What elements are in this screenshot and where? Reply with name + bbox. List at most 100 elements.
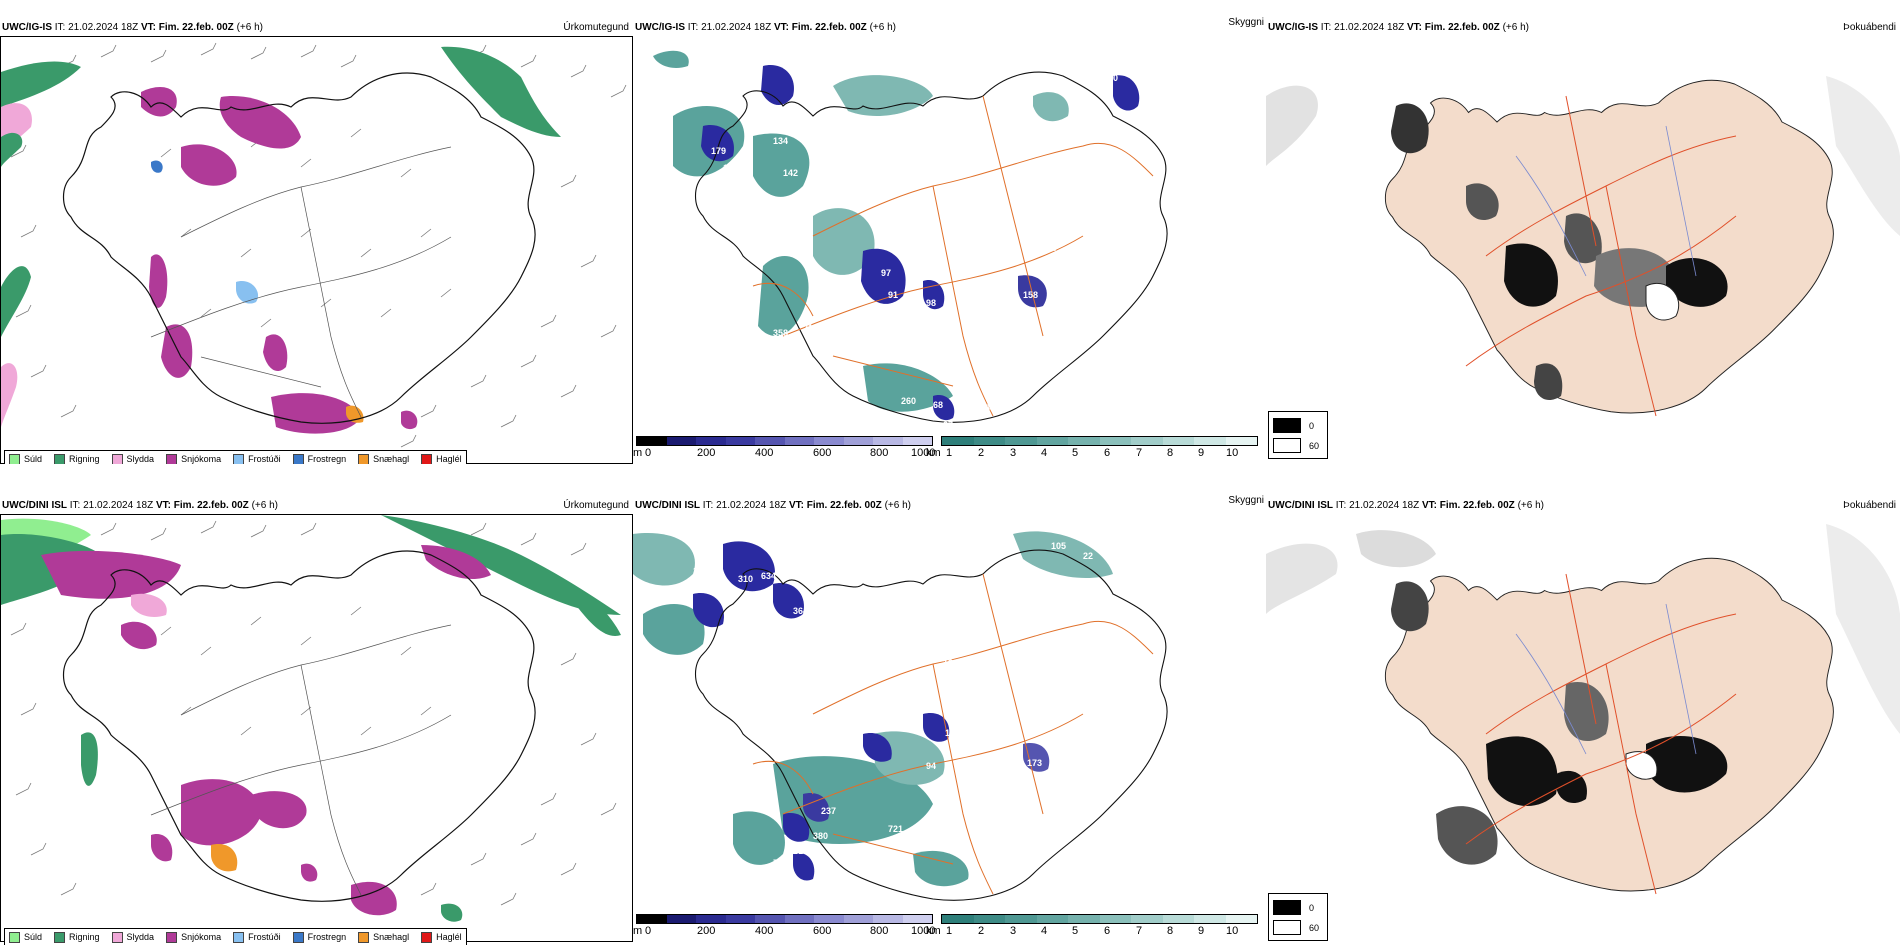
- scale-cell: [902, 915, 932, 923]
- vis-value-label: 149: [703, 728, 718, 738]
- fog-legend-swatch: [1273, 920, 1301, 935]
- vis-value-label: 310: [738, 574, 753, 584]
- vis-value-label: 158: [1023, 290, 1038, 300]
- scale-cell: [1068, 915, 1100, 923]
- fog-legend-item: 60: [1273, 920, 1319, 935]
- scale-tick: 6: [1104, 447, 1111, 459]
- scale-tick: 3: [1010, 925, 1017, 937]
- fog-map-bottom: [1266, 514, 1900, 945]
- scale-tick: 200: [697, 447, 716, 459]
- fog-legend-item: 60: [1273, 438, 1319, 453]
- scale-cell: [902, 437, 932, 445]
- vis-value-label: 70: [773, 858, 783, 868]
- legend-swatch: [292, 931, 304, 943]
- vis-value-label: 260: [901, 396, 916, 406]
- scale-tick: 10: [1226, 447, 1239, 459]
- fog-legend-bottom: 0 60: [1268, 893, 1328, 941]
- fog-panel-label-bottom: Þokuábendi: [1843, 500, 1896, 511]
- vis-scale-m-bottom: m 0 200 400 600 800 1000: [633, 914, 935, 942]
- precip-type-panel-bottom: UWC/DINI ISL IT: 21.02.2024 18Z VT: Fim.…: [0, 490, 633, 945]
- vis-value-label: 103: [1128, 113, 1143, 123]
- scale-cell: [843, 437, 873, 445]
- vis-value-label: 134: [773, 136, 788, 146]
- scale-cell: [755, 915, 785, 923]
- visibility-map-svg-top: 310 103 102 179 134 132 142 74 132 137 9…: [653, 50, 1168, 430]
- vis-value-label: 122: [758, 711, 773, 721]
- scale-tick: 8: [1167, 925, 1174, 937]
- vis-value-label: 173: [1027, 758, 1042, 768]
- iceland-coastline-top: [62, 72, 536, 424]
- fog-legend-item: 0: [1273, 418, 1314, 433]
- iceland-land-bottom: [1384, 557, 1834, 892]
- vis-scale-km-bottom: km 1 2 3 4 5 6 7 8 9 10: [926, 914, 1266, 942]
- scale-cell: [696, 437, 726, 445]
- vis-value-label: 91: [888, 290, 898, 300]
- scale-tick: 8: [1167, 447, 1174, 459]
- scale-tick: 0: [645, 447, 652, 459]
- roads-red-top: [1465, 95, 1737, 417]
- scale-tick: 1000: [911, 447, 936, 459]
- legend-item: Snjókoma: [166, 931, 221, 943]
- wind-barbs-bottom: [10, 520, 617, 906]
- scale-tick: 800: [870, 925, 889, 937]
- legend-swatch: [54, 453, 66, 464]
- scale-cell: [1005, 915, 1037, 923]
- scale-cell: [1225, 437, 1257, 445]
- vis-value-label: 98: [926, 298, 936, 308]
- scale-cell: [1162, 915, 1194, 923]
- scale-cell: [1036, 437, 1068, 445]
- panel-title-top: UWC/IG-IS IT: 21.02.2024 18Z VT: Fim. 22…: [2, 22, 263, 33]
- scale-unit: km: [926, 447, 941, 459]
- scale-cell: [725, 915, 755, 923]
- roads-orange-bottom: [752, 573, 1154, 895]
- scale-cell: [666, 437, 696, 445]
- fog-legend-top: 0 60: [1268, 411, 1328, 459]
- visibility-panel-label-bottom: Skyggni: [1228, 495, 1264, 506]
- scale-tick: 4: [1041, 925, 1048, 937]
- vis-value-label: 358: [773, 328, 788, 338]
- scale-cell: [666, 915, 696, 923]
- legend-item: Snæhagl: [358, 931, 409, 943]
- legend-item: Frostúði: [233, 931, 281, 943]
- scale-cell: [873, 437, 903, 445]
- scale-cell: [1225, 915, 1257, 923]
- vis-scale-m-top: m 0 200 400 600 800 1000: [633, 436, 936, 464]
- legend-item: Rigning: [54, 931, 100, 943]
- legend-item: Frostregn: [292, 931, 346, 943]
- vis-value-label: 132: [943, 658, 958, 668]
- iceland-coastline-bottom-vis: [694, 549, 1168, 901]
- legend-swatch: [9, 931, 20, 943]
- vis-value-label: 68: [933, 400, 943, 410]
- panel-title-bottom-vis: UWC/DINI ISL IT: 21.02.2024 18Z VT: Fim.…: [635, 500, 911, 511]
- scale-cell: [1131, 437, 1163, 445]
- precip-legend-top: Súld Rigning Slydda Snjókoma Frostúði Fr…: [4, 450, 467, 464]
- scale-tick: 600: [813, 925, 832, 937]
- scale-cell: [784, 915, 814, 923]
- scale-tick: 200: [697, 925, 716, 937]
- wind-barbs: [10, 42, 627, 448]
- vis-value-label: 88: [985, 403, 995, 413]
- scale-cell: [1162, 437, 1194, 445]
- vis-value-label: 102: [1143, 123, 1158, 133]
- vis-value-label: 22: [1083, 551, 1093, 561]
- legend-swatch: [421, 931, 433, 943]
- scale-tick: 5: [1072, 925, 1079, 937]
- visibility-map-bottom: 132 310 634 364 121 162 163 122 149 105 …: [633, 514, 1266, 909]
- scale-cell: [755, 437, 785, 445]
- vis-value-label: 213: [793, 846, 808, 856]
- fog-map-top: [1266, 36, 1900, 464]
- vis-value-label: 380: [813, 831, 828, 841]
- legend-swatch: [111, 453, 123, 464]
- legend-item: Frostúði: [233, 453, 281, 464]
- vis-value-label: 147: [1043, 243, 1058, 253]
- roads-orange-top: [752, 95, 1154, 417]
- scale-tick: 400: [755, 925, 774, 937]
- scale-tick: 400: [755, 447, 774, 459]
- scale-tick: 2: [978, 447, 985, 459]
- visibility-panel-bottom: UWC/DINI ISL IT: 21.02.2024 18Z VT: Fim.…: [633, 490, 1266, 945]
- scale-cell: [1068, 437, 1100, 445]
- panel-title-bottom-fog: UWC/DINI ISL IT: 21.02.2024 18Z VT: Fim.…: [1268, 500, 1544, 511]
- legend-swatch: [233, 453, 245, 464]
- panel-title-top-vis: UWC/IG-IS IT: 21.02.2024 18Z VT: Fim. 22…: [635, 22, 896, 33]
- vis-value-label: 87: [943, 420, 953, 430]
